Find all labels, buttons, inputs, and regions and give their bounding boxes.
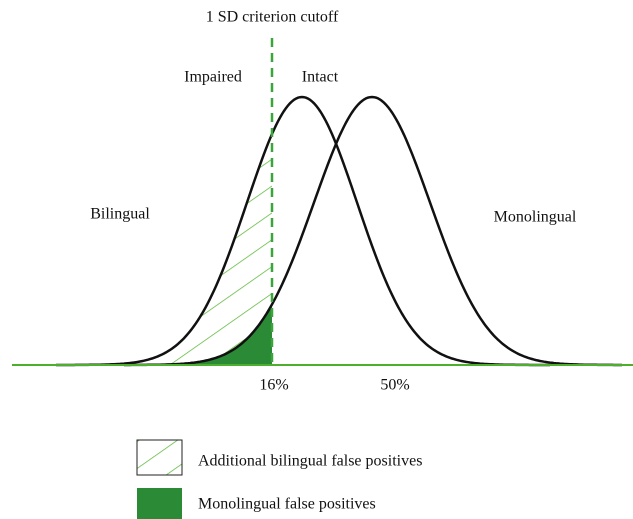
hatched-area [124,134,272,365]
shaded-areas [124,134,272,365]
legend-label: Monolingual false positives [198,496,376,513]
curves [56,95,622,367]
monolingual-label: Monolingual [494,209,577,226]
intact-label: Intact [302,69,339,86]
legend-hatched-swatch [136,439,183,476]
legend-label: Additional bilingual false positives [198,453,422,470]
cutoff-label: 1 SD criterion cutoff [206,9,339,26]
mean-percent: 50% [380,377,409,394]
monolingual-curve [124,95,622,367]
impaired-label: Impaired [184,69,242,86]
bilingual-label: Bilingual [90,206,150,223]
bilingual-curve [56,95,550,367]
legend-solid-swatch [137,488,182,519]
cutoff-percent: 16% [259,377,288,394]
